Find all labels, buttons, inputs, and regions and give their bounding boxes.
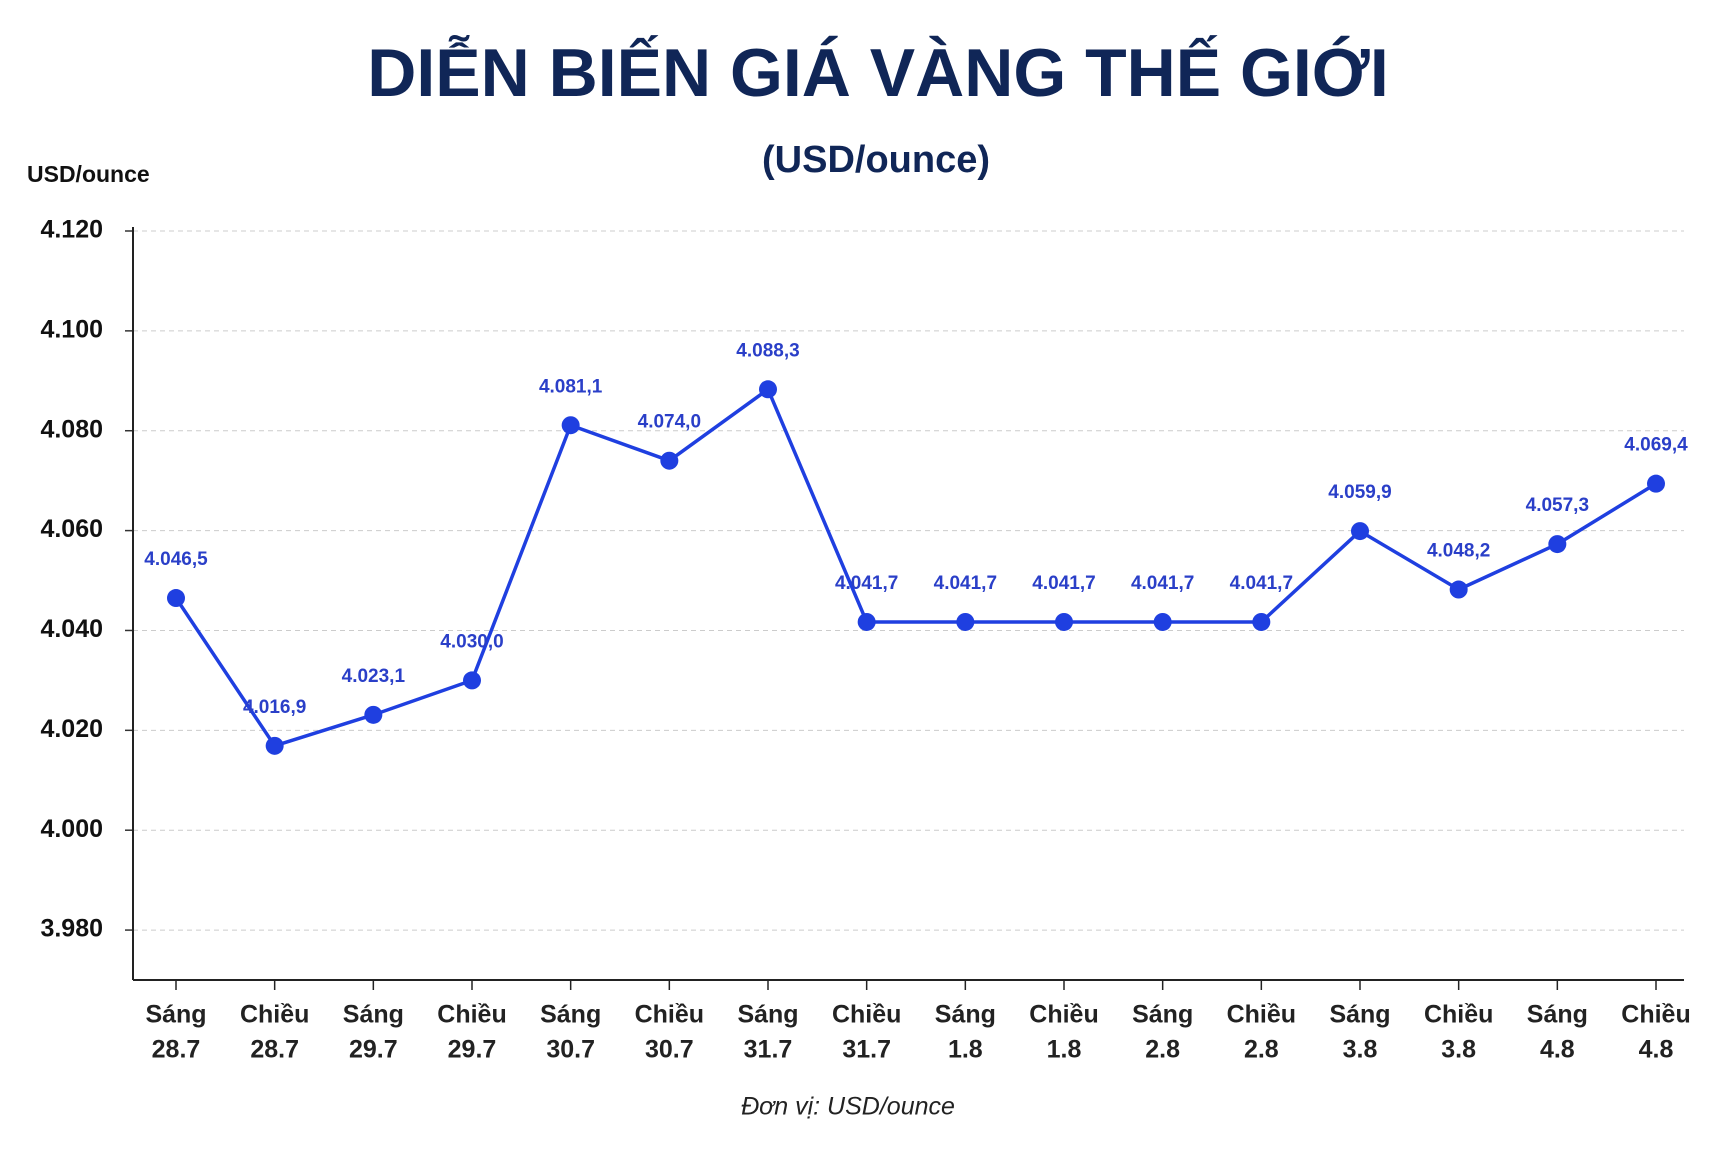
x-tick-label: 4.8 (1639, 1036, 1674, 1064)
x-tick-label: 31.7 (744, 1036, 793, 1064)
x-tick-label: Sáng (145, 1001, 206, 1029)
footnote: Đơn vị: USD/ounce (741, 1093, 955, 1121)
data-label: 4.041,7 (1131, 573, 1194, 594)
x-tick-label: 4.8 (1540, 1036, 1575, 1064)
x-tick-label: 28.7 (250, 1036, 299, 1064)
y-tick-label: 4.040 (40, 615, 103, 643)
data-point (759, 380, 777, 399)
data-point (265, 736, 284, 755)
data-label: 4.046,5 (144, 549, 208, 570)
data-label: 4.074,0 (638, 412, 701, 433)
x-tick-label: Sáng (1132, 1001, 1193, 1029)
data-label: 4.041,7 (934, 573, 997, 594)
y-axis-label: USD/ounce (27, 161, 150, 187)
y-tick-label: 3.980 (40, 915, 103, 943)
data-label: 4.016,9 (243, 697, 306, 718)
x-tick-label: Chiều (1621, 1001, 1690, 1029)
y-tick-label: 4.000 (40, 815, 103, 843)
data-label: 4.023,1 (342, 666, 406, 687)
x-tick-label: 1.8 (1047, 1036, 1082, 1064)
data-point (1647, 474, 1665, 493)
x-tick-label: 29.7 (349, 1036, 398, 1064)
x-tick-label: Chiều (240, 1001, 309, 1029)
x-tick-label: 31.7 (842, 1036, 891, 1064)
x-tick-label: Sáng (1527, 1001, 1588, 1029)
x-tick-label: Chiều (635, 1001, 704, 1029)
series-line (174, 387, 1657, 748)
y-tick-label: 4.060 (40, 515, 103, 543)
x-tick-label: 2.8 (1145, 1036, 1180, 1064)
y-tick-label: 4.020 (40, 715, 103, 743)
data-point (660, 451, 679, 470)
x-tick-label: Sáng (935, 1001, 996, 1029)
data-point (167, 589, 185, 608)
x-tick-label: Sáng (540, 1001, 601, 1029)
data-label: 4.081,1 (539, 376, 603, 397)
data-label: 4.041,7 (1032, 573, 1095, 594)
x-tick-label: 30.7 (645, 1036, 694, 1064)
data-point (561, 416, 580, 435)
data-point (1351, 522, 1369, 541)
x-tick-label: Sáng (737, 1001, 798, 1029)
data-label: 4.059,9 (1328, 482, 1391, 503)
chart-subtitle: (USD/ounce) (762, 139, 990, 181)
y-tick-label: 4.100 (40, 315, 103, 343)
data-label: 4.057,3 (1526, 495, 1589, 516)
x-tick-label: Chiều (1029, 1001, 1098, 1029)
data-label: 4.048,2 (1427, 541, 1490, 562)
data-point (956, 612, 975, 631)
x-tick-label: 30.7 (546, 1036, 595, 1064)
data-point (857, 612, 876, 631)
x-tick-label: Chiều (1227, 1001, 1296, 1029)
x-tick-label: 3.8 (1343, 1036, 1378, 1064)
data-label: 4.069,4 (1624, 435, 1688, 456)
data-label: 4.041,7 (835, 573, 898, 594)
y-tick-label: 4.120 (40, 216, 103, 244)
x-tick-label: Chiều (832, 1001, 901, 1029)
data-point (463, 671, 481, 690)
chart-title: DIỄN BIẾN GIÁ VÀNG THẾ GIỚI (367, 34, 1388, 111)
data-point (364, 705, 383, 724)
data-label: 4.088,3 (736, 340, 799, 361)
x-tick-label: 1.8 (948, 1036, 983, 1064)
data-point (1055, 612, 1073, 631)
data-point (1252, 612, 1271, 631)
x-tick-label: 29.7 (448, 1036, 497, 1064)
y-tick-label: 4.080 (40, 415, 103, 443)
data-point (1449, 580, 1468, 599)
x-tick-label: Chiều (1424, 1001, 1493, 1029)
data-label: 4.030,0 (440, 631, 503, 652)
x-tick-label: Chiều (437, 1001, 506, 1029)
x-tick-label: 28.7 (152, 1036, 201, 1064)
x-tick-label: 2.8 (1244, 1036, 1279, 1064)
x-tick-label: 3.8 (1441, 1036, 1476, 1064)
data-point (1548, 535, 1567, 554)
x-tick-label: Sáng (343, 1001, 404, 1029)
data-label: 4.041,7 (1230, 573, 1293, 594)
data-point (1153, 612, 1172, 631)
x-tick-label: Sáng (1329, 1001, 1390, 1029)
